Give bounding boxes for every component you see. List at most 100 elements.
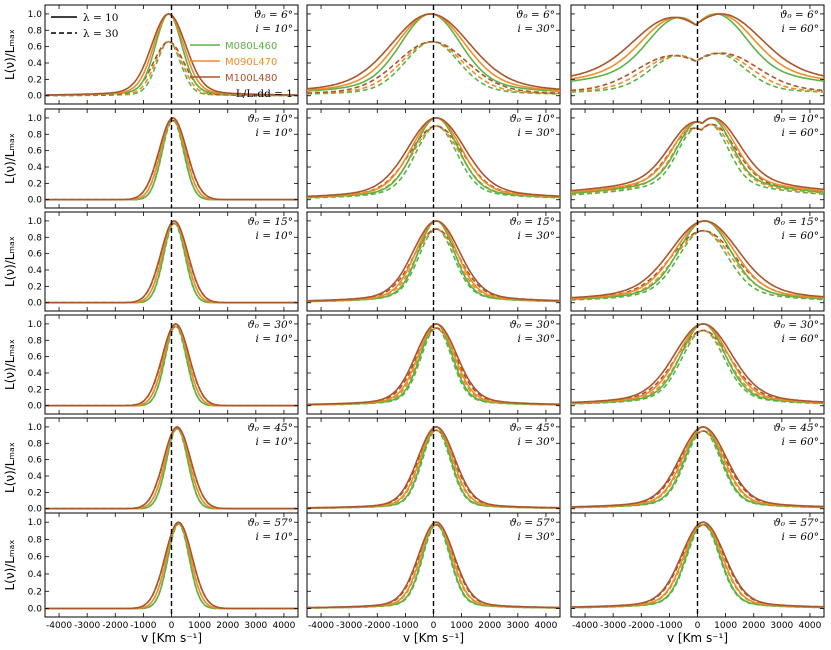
x-tick-label: 3000	[506, 621, 529, 631]
theta0-annotation: ϑ₀ = 15°	[773, 216, 819, 228]
y-tick-label: 0.4	[28, 163, 43, 173]
series-line-M100L480-dashed	[571, 52, 824, 92]
panel-r0-c2: ϑ₀ = 6° i = 60°	[570, 4, 825, 105]
x-tick-label: -2000	[364, 621, 390, 631]
theta0-annotation: ϑ₀ = 6°	[780, 9, 819, 21]
y-tick-label: 1.0	[28, 518, 43, 528]
theta0-annotation: ϑ₀ = 30°	[247, 319, 293, 331]
x-tick-label: 2000	[742, 621, 765, 631]
x-axis-title: v [Km s⁻¹]	[141, 631, 202, 645]
x-tick-label: 3000	[770, 621, 793, 631]
inclination-annotation: i = 10°	[256, 333, 293, 345]
panel-r2-c2: ϑ₀ = 15° i = 60°	[570, 211, 825, 312]
y-tick-label: 0.2	[28, 385, 42, 395]
y-tick-label: 0.8	[28, 336, 43, 346]
inclination-annotation: i = 30°	[518, 531, 555, 543]
legend-label-solid: λ = 10	[83, 12, 119, 24]
y-tick-label: 1.0	[28, 423, 43, 433]
y-axis-title: L(ν)/Lₘₐₓ	[3, 236, 17, 287]
legend-label-M090L470: M090L470	[225, 57, 277, 68]
panel-r2-c0: 0.0 0.2 0.4 0.6 0.8 1.0 ϑ₀ = 15° i = 10°	[28, 211, 299, 312]
x-tick-label: 4000	[272, 621, 295, 631]
inclination-annotation: i = 60°	[782, 531, 819, 543]
y-tick-label: 0.8	[28, 233, 43, 243]
legend: λ = 10 λ = 30 M080L460 M090L470 M100L480 L/Lₑ…	[51, 12, 293, 100]
x-tick-label: -1000	[392, 621, 418, 631]
x-tick-label: -1000	[130, 621, 156, 631]
series-line-M080L460-dashed	[571, 52, 824, 93]
inclination-annotation: i = 60°	[782, 436, 819, 448]
x-tick-label: 4000	[798, 621, 821, 631]
y-tick-label: 0.0	[28, 92, 43, 102]
theta0-annotation: ϑ₀ = 57°	[509, 517, 555, 529]
y-tick-label: 0.6	[28, 147, 43, 157]
y-tick-label: 0.4	[28, 59, 43, 69]
y-axis-title: L(ν)/Lₘₐₓ	[3, 442, 17, 493]
theta0-annotation: ϑ₀ = 10°	[509, 113, 555, 125]
series-group	[45, 219, 298, 304]
y-tick-label: 0.6	[28, 353, 43, 363]
panel-r5-c1: -4000 -3000 -2000 -1000 0 1000 2000 3000 4000 ϑ₀ …	[306, 512, 561, 631]
inclination-annotation: i = 10°	[256, 127, 293, 139]
x-tick-label: -2000	[628, 621, 654, 631]
inclination-annotation: i = 30°	[518, 230, 555, 242]
panel-r2-c1: ϑ₀ = 15° i = 30°	[306, 211, 561, 312]
theta0-annotation: ϑ₀ = 15°	[247, 216, 293, 228]
series-line-M100L480-dashed	[307, 40, 560, 94]
panel-r1-c2: ϑ₀ = 10° i = 60°	[570, 108, 825, 209]
y-tick-label: 0.0	[28, 505, 43, 515]
inclination-annotation: i = 10°	[256, 436, 293, 448]
x-tick-label: -3000	[336, 621, 362, 631]
y-tick-label: 0.8	[28, 535, 43, 545]
y-axis-title: L(ν)/Lₘₐₓ	[3, 339, 17, 390]
labels-layer: λ = 10 λ = 30 M080L460 M090L470 M100L480 L/Lₑ…	[3, 12, 728, 645]
legend-label-dashed: λ = 30	[83, 28, 119, 40]
x-axis-title: v [Km s⁻¹]	[667, 631, 728, 645]
y-tick-label: 0.0	[28, 605, 43, 615]
y-tick-label: 0.2	[28, 75, 42, 85]
inclination-annotation: i = 30°	[518, 127, 555, 139]
y-tick-label: 0.0	[28, 299, 43, 309]
x-tick-label: -1000	[656, 621, 682, 631]
theta0-annotation: ϑ₀ = 10°	[773, 113, 819, 125]
y-tick-label: 1.0	[28, 217, 43, 227]
panel-r0-c0: 0.0 0.2 0.4 0.6 0.8 1.0 ϑ₀ = 6° i = 10°	[28, 4, 299, 105]
panel-r4-c1: ϑ₀ = 45° i = 30°	[306, 417, 561, 518]
y-tick-label: 0.4	[28, 472, 43, 482]
x-tick-label: -3000	[74, 621, 100, 631]
x-tick-label: 3000	[244, 621, 267, 631]
panel-r1-c0: 0.0 0.2 0.4 0.6 0.8 1.0 ϑ₀ = 10° i = 10°	[28, 108, 299, 209]
y-tick-label: 0.0	[28, 196, 43, 206]
y-tick-label: 0.2	[28, 587, 42, 597]
x-tick-label: -4000	[46, 621, 72, 631]
theta0-annotation: ϑ₀ = 45°	[773, 422, 819, 434]
x-tick-label: 2000	[478, 621, 501, 631]
panel-r3-c2: ϑ₀ = 30° i = 60°	[570, 314, 825, 415]
theta0-annotation: ϑ₀ = 15°	[509, 216, 555, 228]
y-tick-label: 0.6	[28, 250, 43, 260]
inclination-annotation: i = 10°	[256, 230, 293, 242]
inclination-annotation: i = 30°	[518, 333, 555, 345]
x-tick-label: -4000	[572, 621, 598, 631]
y-tick-label: 0.4	[28, 266, 43, 276]
y-tick-label: 0.2	[28, 179, 42, 189]
panel-r4-c0: 0.0 0.2 0.4 0.6 0.8 1.0 ϑ₀ = 45° i = 10°	[28, 417, 299, 518]
panel-r1-c1: ϑ₀ = 10° i = 30°	[306, 108, 561, 209]
panel-r5-c2: -4000 -3000 -2000 -1000 0 1000 2000 3000 4000 ϑ₀ …	[570, 512, 825, 631]
theta0-annotation: ϑ₀ = 10°	[247, 113, 293, 125]
inclination-annotation: i = 60°	[782, 127, 819, 139]
y-tick-label: 0.8	[28, 130, 43, 140]
eddington-label: L/Lₑdd = 1	[236, 88, 293, 100]
inclination-annotation: i = 30°	[518, 436, 555, 448]
series-line-M090L470-dashed	[307, 40, 560, 95]
series-line-M090L470-dashed	[571, 52, 824, 93]
y-tick-label: 0.6	[28, 456, 43, 466]
inclination-annotation: i = 30°	[518, 23, 555, 35]
panels-layer: 0.0 0.2 0.4 0.6 0.8 1.0 ϑ₀ = 6° i = 10° ϑ₀ = 6° i…	[28, 4, 825, 631]
y-tick-label: 0.8	[28, 26, 43, 36]
y-axis-title: L(ν)/Lₘₐₓ	[3, 540, 17, 591]
panel-r3-c1: ϑ₀ = 30° i = 30°	[306, 314, 561, 415]
x-tick-label: -4000	[308, 621, 334, 631]
theta0-annotation: ϑ₀ = 30°	[773, 319, 819, 331]
